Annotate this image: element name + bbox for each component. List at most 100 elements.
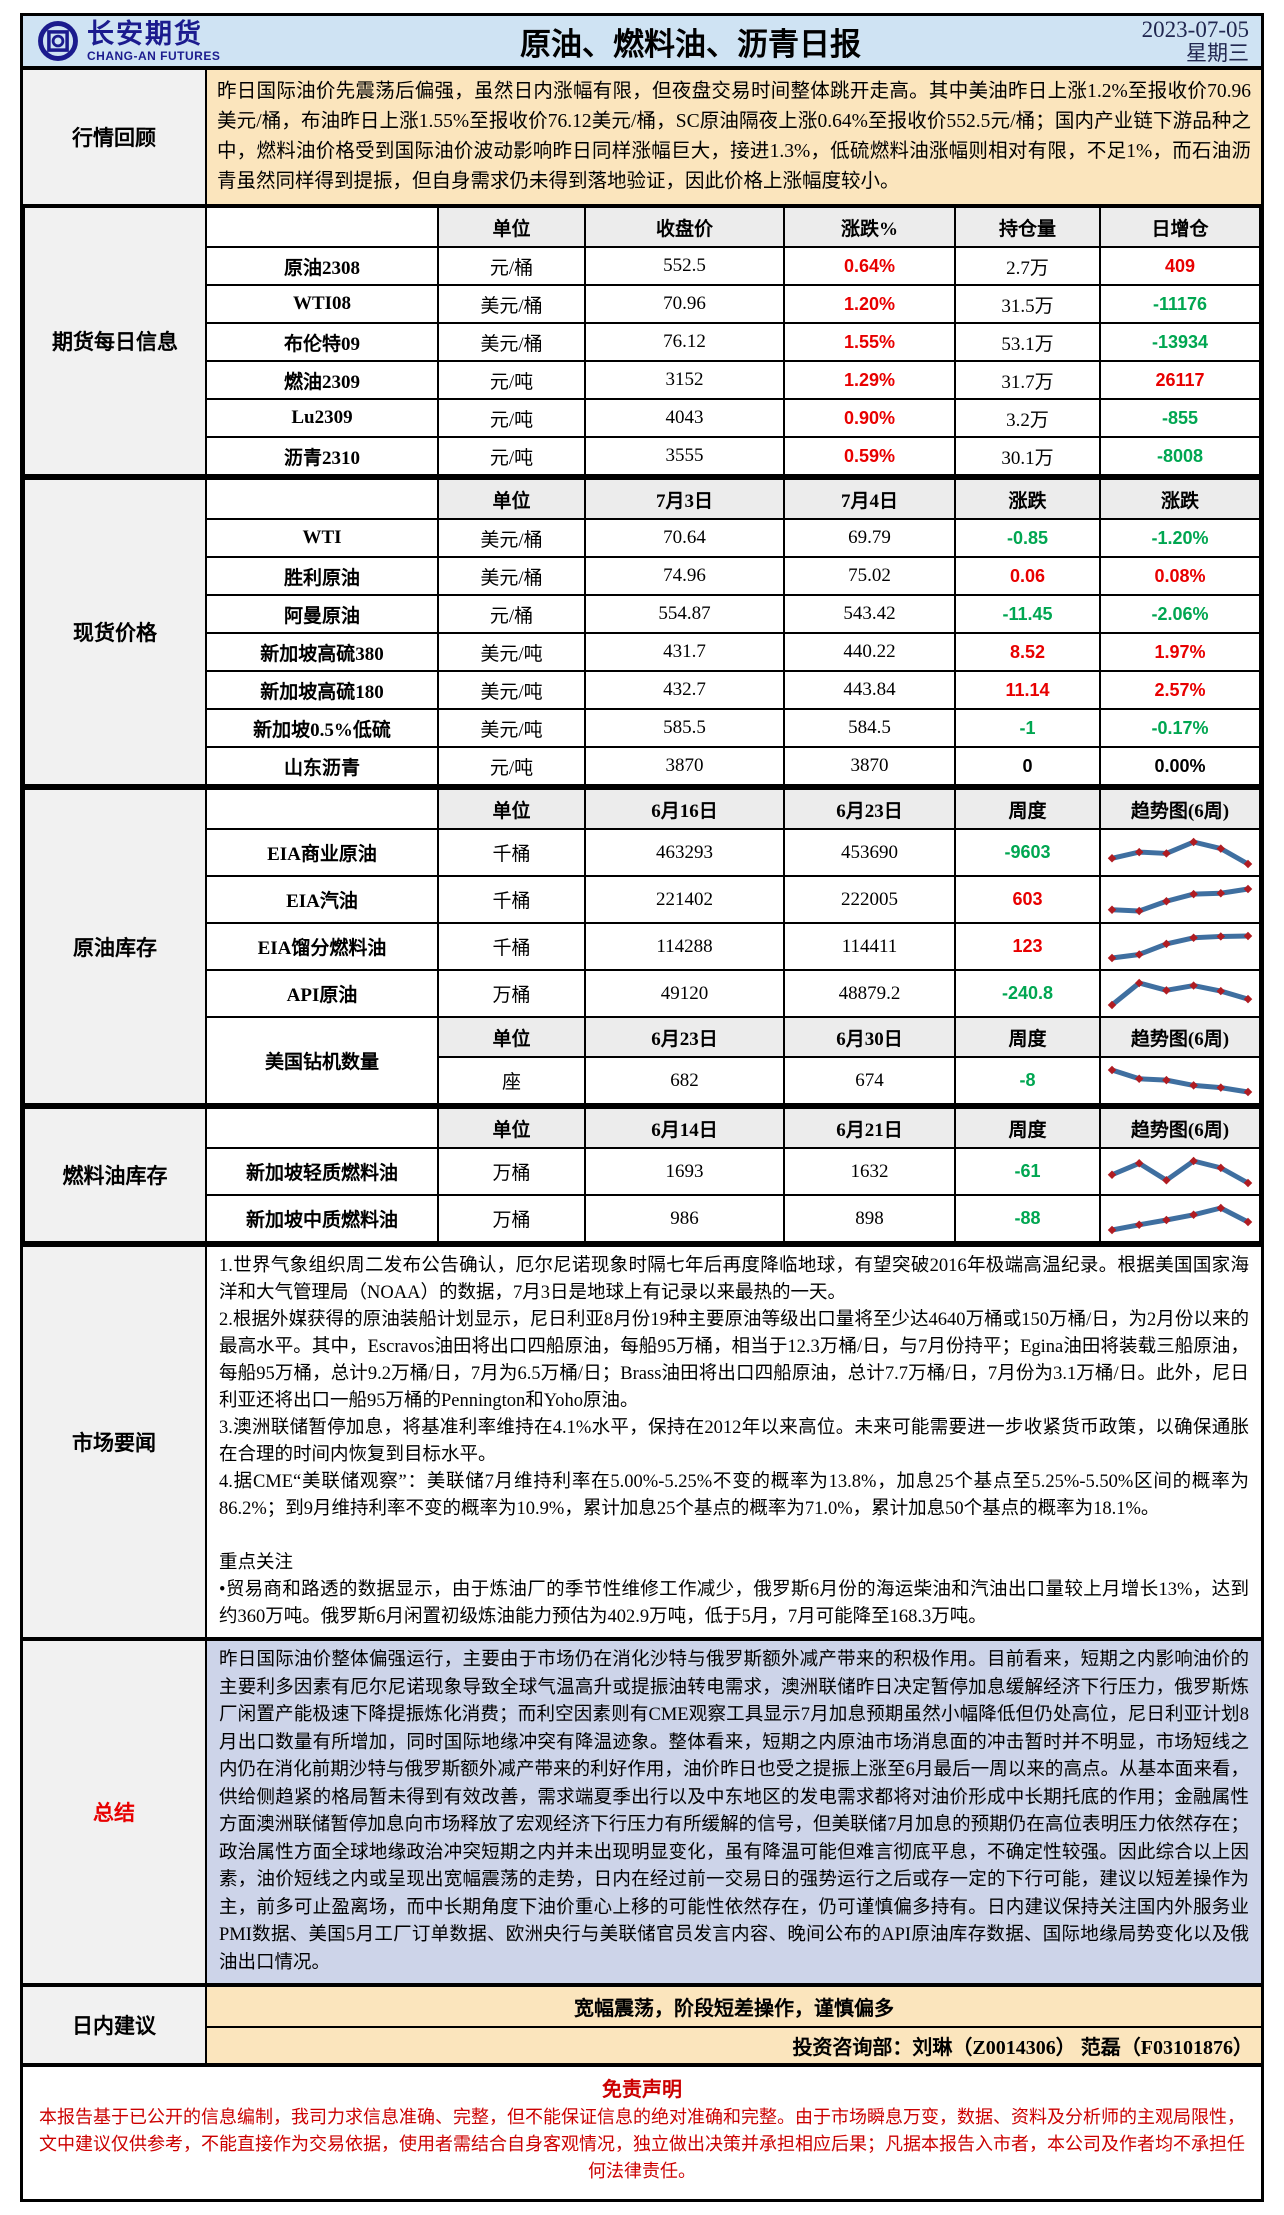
cell-chg-pct: 2.57% [1099, 670, 1261, 710]
advisory-dept: 投资咨询部：刘琳（Z0014306） 范磊（F03101876） [207, 2028, 1261, 2063]
cell-weekly-chg: -9603 [954, 828, 1101, 877]
col-header-weekly: 周度 [954, 787, 1101, 830]
col-header-blank [205, 477, 439, 520]
cell-d1: 432.7 [584, 670, 785, 710]
cell-chg-pct: 0.59% [783, 436, 956, 476]
review-text: 昨日国际油价先震荡后偏强，虽然日内涨幅有限，但夜盘交易时间整体跳开走高。其中美油… [207, 70, 1261, 204]
cell-oi-chg: -13934 [1099, 322, 1261, 362]
cell-close: 70.96 [584, 284, 785, 324]
cell-weekly-chg: -8 [954, 1056, 1101, 1105]
cell-unit: 美元/桶 [437, 284, 586, 324]
cell-unit: 千桶 [437, 828, 586, 877]
cell-unit: 美元/桶 [437, 556, 586, 596]
news-focus-title: 重点关注 [219, 1553, 294, 1573]
col-header-unit: 单位 [437, 1016, 586, 1058]
section-label-summary: 总结 [23, 1641, 207, 1983]
table-row: 座 682 674 -8 [24, 1056, 1261, 1105]
cell-oi: 30.1万 [954, 436, 1101, 476]
cell-name: 新加坡0.5%低硫 [205, 708, 439, 748]
cell-oi-chg: -8008 [1099, 436, 1261, 476]
news-body: 1.世界气象组织周二发布公告确认，厄尔尼诺现象时隔七年后再度降临地球，有望突破2… [207, 1247, 1261, 1637]
col-header-chg-pct: 涨跌% [783, 205, 956, 248]
cell-oi: 3.2万 [954, 398, 1101, 438]
cell-d1: 1693 [584, 1147, 785, 1196]
cell-chg-pct: 1.29% [783, 360, 956, 400]
sparkline-chart [1105, 1063, 1255, 1099]
col-header-close: 收盘价 [584, 205, 785, 248]
cell-unit: 元/桶 [437, 246, 586, 286]
cell-d1: 682 [584, 1056, 785, 1105]
cell-unit: 千桶 [437, 875, 586, 924]
cell-oi-chg: 26117 [1099, 360, 1261, 400]
cell-name: Lu2309 [205, 398, 439, 438]
table-header-row: 原油库存 单位 6月16日 6月23日 周度 趋势图(6周) [23, 787, 1261, 1105]
cell-chg: 0.06 [954, 556, 1101, 596]
cell-unit: 美元/桶 [437, 322, 586, 362]
table-row: 阿曼原油 元/桶 554.87 543.42 -11.45 -2.06% [24, 594, 1261, 634]
cell-d2: 1632 [783, 1147, 956, 1196]
cell-unit: 万桶 [437, 969, 586, 1018]
cell-d2: 3870 [783, 746, 956, 786]
section-label-advice: 日内建议 [23, 1987, 207, 2063]
cell-chg-pct: 1.55% [783, 322, 956, 362]
cell-d2: 584.5 [783, 708, 956, 748]
cell-weekly-chg: -240.8 [954, 969, 1101, 1018]
table-subheader-row: 美国钻机数量 单位 6月23日 6月30日 周度 趋势图(6周) [24, 1016, 1261, 1105]
cell-close: 76.12 [584, 322, 785, 362]
col-header-blank [205, 205, 439, 248]
cell-unit: 元/吨 [437, 746, 586, 786]
cell-unit: 座 [437, 1056, 586, 1105]
table-row: WTI08 美元/桶 70.96 1.20% 31.5万 -11176 [24, 284, 1261, 324]
trend-chart [1099, 1194, 1261, 1243]
section-market-review: 行情回顾 昨日国际油价先震荡后偏强，虽然日内涨幅有限，但夜盘交易时间整体跳开走高… [23, 66, 1261, 204]
date-value: 2023-07-05 [1141, 16, 1249, 42]
trend-chart [1099, 828, 1261, 877]
cell-unit: 元/吨 [437, 360, 586, 400]
news-item: 4.据CME“美联储观察”：美联储7月维持利率在5.00%-5.25%不变的概率… [219, 1472, 1249, 1519]
cell-d2: 75.02 [783, 556, 956, 596]
table-header-row: 现货价格 单位 7月3日 7月4日 涨跌 涨跌 [23, 477, 1261, 786]
news-item: •贸易商和路透的数据显示，由于炼油厂的季节性维修工作减少，俄罗斯6月份的海运柴油… [219, 1580, 1249, 1627]
cell-name: EIA馏分燃料油 [205, 922, 439, 971]
cell-d2: 222005 [783, 875, 956, 924]
cell-d2: 543.42 [783, 594, 956, 634]
summary-text: 昨日国际油价整体偏强运行，主要由于市场仍在消化沙特与俄罗斯额外减产带来的积极作用… [207, 1641, 1261, 1983]
trend-chart [1099, 1056, 1261, 1105]
cell-weekly-chg: 123 [954, 922, 1101, 971]
table-row: Lu2309 元/吨 4043 0.90% 3.2万 -855 [24, 398, 1261, 438]
cell-oi-chg: -855 [1099, 398, 1261, 438]
section-label-spot: 现货价格 [23, 477, 207, 786]
section-intraday-advice: 日内建议 宽幅震荡，阶段短差操作，谨慎偏多 投资咨询部：刘琳（Z0014306）… [23, 1983, 1261, 2063]
cell-d1: 70.64 [584, 518, 785, 558]
col-header-unit: 单位 [437, 205, 586, 248]
cell-d1: 431.7 [584, 632, 785, 672]
news-item: 3.澳洲联储暂停加息，将基准利率维持在4.1%水平，保持在2012年以来高位。未… [219, 1418, 1249, 1465]
news-item: 2.根据外媒获得的原油装船计划显示，尼日利亚8月份19种主要原油等级出口量将至少… [219, 1310, 1249, 1411]
brand-text: 长安期货 CHANG-AN FUTURES [87, 20, 220, 62]
cell-d2: 674 [783, 1056, 956, 1105]
table-row: 新加坡高硫180 美元/吨 432.7 443.84 11.14 2.57% [24, 670, 1261, 710]
cell-unit: 美元/桶 [437, 518, 586, 558]
cell-unit: 美元/吨 [437, 632, 586, 672]
crude-inventory-table: 原油库存 单位 6月16日 6月23日 周度 趋势图(6周) EIA商业原油 千… [23, 786, 1261, 1105]
col-header-unit: 单位 [437, 477, 586, 520]
cell-close: 3555 [584, 436, 785, 476]
cell-name: WTI08 [205, 284, 439, 324]
table-row: 原油2308 元/桶 552.5 0.64% 2.7万 409 [24, 246, 1261, 286]
cell-chg: -11.45 [954, 594, 1101, 634]
cell-d1: 49120 [584, 969, 785, 1018]
col-header-d2: 6月21日 [783, 1106, 956, 1149]
table-row: EIA商业原油 千桶 463293 453690 -9603 [24, 828, 1261, 877]
table-row: 新加坡轻质燃料油 万桶 1693 1632 -61 [24, 1147, 1261, 1196]
cell-chg-pct: -2.06% [1099, 594, 1261, 634]
cell-name: EIA汽油 [205, 875, 439, 924]
advice-body: 宽幅震荡，阶段短差操作，谨慎偏多 投资咨询部：刘琳（Z0014306） 范磊（F… [207, 1987, 1261, 2063]
section-label-news: 市场要闻 [23, 1247, 207, 1637]
col-header-blank [205, 787, 439, 830]
disclaimer-title: 免责声明 [602, 2079, 682, 2101]
spot-table: 现货价格 单位 7月3日 7月4日 涨跌 涨跌 WTI 美元/桶 70.64 6… [23, 476, 1261, 786]
daily-report: 长安期货 CHANG-AN FUTURES 原油、燃料油、沥青日报 2023-0… [20, 13, 1264, 2202]
cell-chg: 11.14 [954, 670, 1101, 710]
cell-d1: 3870 [584, 746, 785, 786]
disclaimer: 免责声明 本报告基于已公开的信息编制，我司力求信息准确、完整，但不能保证信息的绝… [23, 2063, 1261, 2199]
